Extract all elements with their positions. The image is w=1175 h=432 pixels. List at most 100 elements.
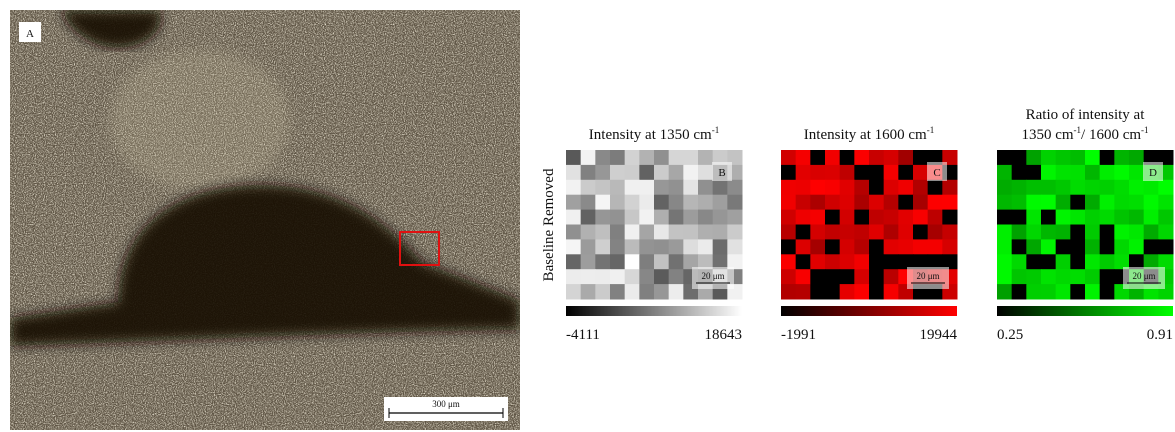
heatmap-cell [625,225,640,240]
heatmap-cell [942,225,957,240]
heatmap-cell [683,150,698,165]
heatmap-cell [825,180,840,195]
heatmap-cell [727,239,742,254]
heatmap-cell [639,254,654,269]
heatmap-cell [810,269,825,284]
heatmap-cell [869,150,884,165]
heatmap-cell [1100,150,1115,165]
heatmap-cell [913,195,928,210]
heatmap-cell [727,195,742,210]
heatmap-cell [1114,180,1129,195]
heatmap-cell [1041,165,1056,180]
heatmap-cell [1085,165,1100,180]
heatmap-cell [669,239,684,254]
heatmap-cell [840,180,855,195]
heatmap-cell [1114,150,1129,165]
heatmap-cell [796,225,811,240]
panel-title: Ratio of intensity at [1026,107,1146,123]
heatmap-cell [1158,180,1173,195]
heatmap-cell [1114,225,1129,240]
heatmap-cell [698,195,713,210]
title-sup: -1 [1074,125,1082,135]
heatmap-cell [581,150,596,165]
heatmap-cell [854,239,869,254]
heatmap-cell [1056,225,1071,240]
heatmap-cell [595,225,610,240]
heatmap-cell [869,165,884,180]
heatmap-cell [1114,165,1129,180]
heatmap-cell [595,180,610,195]
heatmap-cell [825,225,840,240]
heatmap-cell [683,210,698,225]
heatmap-cell [1070,210,1085,225]
heatmap-cell [610,195,625,210]
heatmap-cell [869,239,884,254]
heatmap-cell [669,195,684,210]
heatmap-cell [639,195,654,210]
panel-label: C [933,167,940,179]
heatmap-cell [595,210,610,225]
heatmap-cell [884,239,899,254]
heatmap-cell [566,284,581,299]
heatmap-cell [898,195,913,210]
heatmap-cell [581,210,596,225]
heatmap-cell [942,180,957,195]
heatmap-cell [781,150,796,165]
heatmap-cell [654,254,669,269]
heatmap-cell [1070,269,1085,284]
heatmap-cell [654,284,669,299]
heatmap-cell [639,225,654,240]
heatmap-cell [610,254,625,269]
heatmap-cell [727,210,742,225]
heatmap-cell [1100,284,1115,299]
heatmap-cell [1012,165,1027,180]
heatmap-cell [566,180,581,195]
heatmap-cell [840,254,855,269]
heatmap-cell [810,239,825,254]
heatmap-cell [1070,284,1085,299]
heatmap-cell [1100,269,1115,284]
heatmap-cell [1144,195,1159,210]
heatmap-cell [566,269,581,284]
heatmap-cell [610,210,625,225]
heatmap-cell [713,239,728,254]
heatmap-cell [913,180,928,195]
colorbar [997,306,1173,316]
heatmap-cell [581,284,596,299]
heatmap-cell [1070,195,1085,210]
heatmap-cell [1144,239,1159,254]
heatmap-cell [581,239,596,254]
heatmap-cell [1144,210,1159,225]
heatmap-cell [610,180,625,195]
heatmap-cell [1056,210,1071,225]
panel-label: A [26,28,34,40]
colorbar [781,306,957,316]
heatmap-cell [654,225,669,240]
heatmap-cell [683,180,698,195]
heatmap-cell [625,195,640,210]
heatmap-cell [669,150,684,165]
heatmap-cell [1129,225,1144,240]
heatmap-cell [595,269,610,284]
heatmap-cell [1129,195,1144,210]
heatmap-cell [1129,239,1144,254]
heatmap-cell [796,254,811,269]
heatmap-cell [1085,239,1100,254]
heatmap-cell [898,210,913,225]
heatmap-cell [1158,225,1173,240]
heatmap-cell [796,180,811,195]
heatmap-cell [610,269,625,284]
heatmap-cell [683,165,698,180]
heatmap-cell [1012,254,1027,269]
colorbar [566,306,742,316]
heatmap-cell [942,195,957,210]
heatmap-cell [928,239,943,254]
heatmap-cell [854,225,869,240]
heatmap-cell [1129,165,1144,180]
title-text: / 1600 cm [1081,127,1141,143]
heatmap-cell [1070,165,1085,180]
heatmap-cell [625,254,640,269]
heatmap-cell [654,150,669,165]
heatmap-cell [1158,210,1173,225]
heatmap-cell [639,210,654,225]
